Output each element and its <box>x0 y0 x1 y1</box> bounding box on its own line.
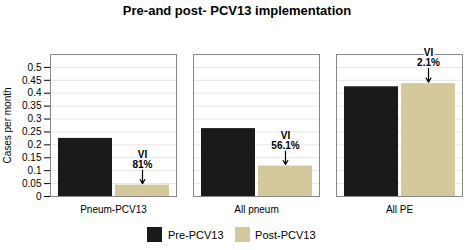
svg-text:0.35: 0.35 <box>22 100 42 111</box>
svg-text:0.05: 0.05 <box>22 178 42 189</box>
svg-text:VI2.1%: VI2.1% <box>417 47 440 68</box>
svg-text:VI81%: VI81% <box>132 149 152 170</box>
svg-text:All pneum: All pneum <box>234 204 278 215</box>
svg-text:0.25: 0.25 <box>22 126 42 137</box>
svg-text:Cases per month: Cases per month <box>2 87 13 163</box>
svg-text:0.5: 0.5 <box>28 62 42 73</box>
svg-text:0.45: 0.45 <box>22 75 42 86</box>
svg-text:All PE: All PE <box>386 204 414 215</box>
html-text:Pre-PCV13: Pre-PCV13 <box>167 228 224 241</box>
svg-text:VI56.1%: VI56.1% <box>271 130 299 151</box>
svg-text:0.1: 0.1 <box>28 165 42 176</box>
svg-text:0.4: 0.4 <box>28 87 42 98</box>
html-text:Pre-and post- PCV13 implementa: Pre-and post- PCV13 implementation <box>122 3 352 18</box>
svg-text:0: 0 <box>36 191 42 202</box>
svg-text:Pneum-PCV13: Pneum-PCV13 <box>80 204 147 215</box>
svg-text:0.2: 0.2 <box>28 139 42 150</box>
html-text:Post-PCV13: Post-PCV13 <box>255 228 316 241</box>
svg-text:0.3: 0.3 <box>28 113 42 124</box>
svg-text:0.15: 0.15 <box>22 152 42 163</box>
